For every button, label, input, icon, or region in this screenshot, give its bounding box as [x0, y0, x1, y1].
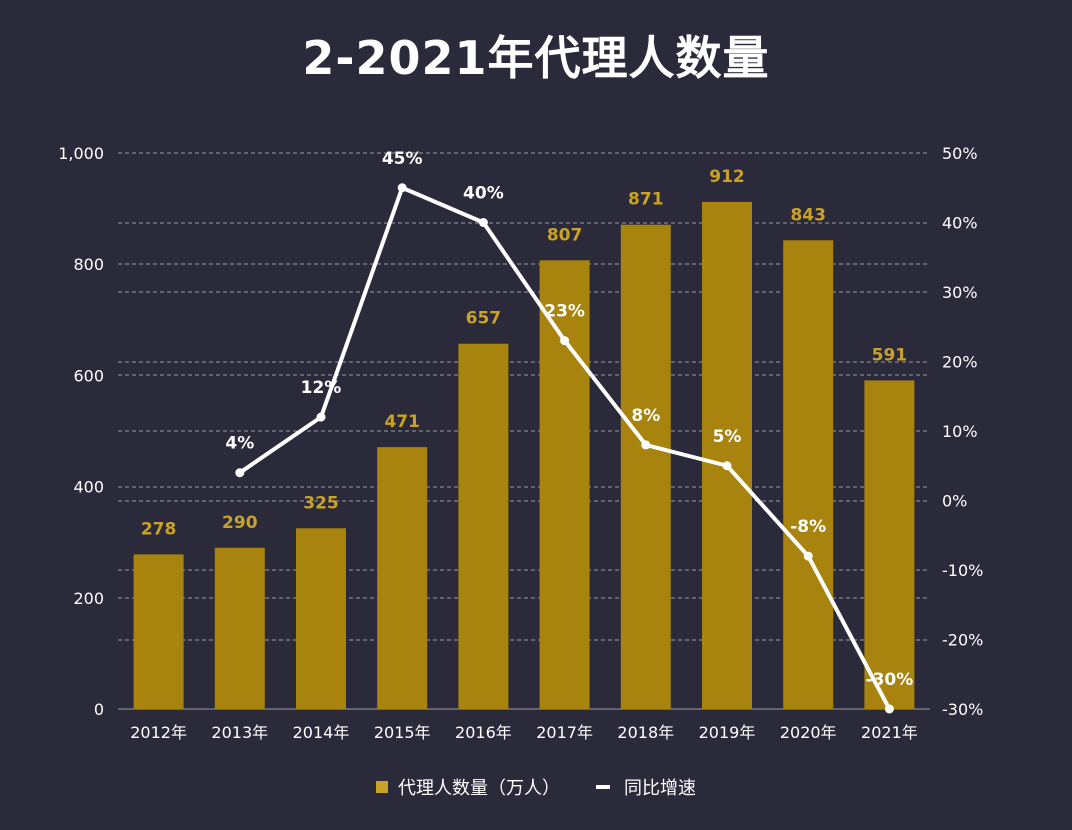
- legend-label-bar: 代理人数量（万人）: [398, 778, 560, 799]
- line-label: 12%: [301, 378, 342, 398]
- x-axis-tick: 2014年: [293, 723, 350, 742]
- legend-label-line: 同比增速: [624, 778, 696, 799]
- left-axis-tick: 1,000: [58, 144, 104, 163]
- x-axis-tick: 2016年: [455, 723, 512, 742]
- bar: [620, 224, 671, 709]
- bar-label: 807: [547, 225, 583, 245]
- bar-label: 657: [466, 309, 502, 329]
- bar-label: 843: [790, 205, 826, 225]
- line-point: [560, 336, 570, 346]
- x-axis-tick: 2012年: [130, 723, 187, 742]
- bar: [377, 447, 428, 709]
- bar-label: 290: [222, 513, 258, 533]
- x-axis-tick: 2017年: [536, 723, 593, 742]
- line-point: [641, 440, 651, 450]
- bar: [702, 201, 752, 710]
- right-axis-tick: 40%: [942, 214, 978, 233]
- left-axis-tick: 0: [94, 700, 104, 719]
- chart-title: 2-2021年代理人数量: [302, 31, 770, 85]
- x-axis-tick: 2015年: [374, 723, 431, 742]
- bar: [296, 528, 346, 709]
- line-point: [478, 218, 488, 227]
- bar-label: 591: [872, 345, 908, 365]
- x-axis-tick: 2013年: [211, 723, 268, 742]
- left-axis-tick: 200: [73, 589, 104, 608]
- bar-label: 871: [628, 190, 664, 210]
- left-axis-tick: 600: [73, 366, 104, 385]
- line-label: 45%: [382, 149, 423, 169]
- bar: [458, 343, 509, 709]
- right-axis-tick: 20%: [942, 353, 978, 372]
- x-axis-tick: 2020年: [780, 723, 837, 742]
- legend-swatch-line: [596, 785, 610, 789]
- line-label: 23%: [544, 302, 585, 322]
- bar-label: 278: [141, 519, 177, 539]
- bar: [864, 380, 915, 709]
- line-label: 5%: [713, 427, 742, 447]
- bar: [539, 260, 590, 709]
- x-axis-tick: 2019年: [699, 723, 756, 742]
- line-point: [316, 412, 326, 422]
- line-point: [722, 461, 732, 471]
- left-axis-tick: 400: [73, 478, 104, 497]
- bar: [214, 547, 265, 709]
- x-axis-tick: 2021年: [861, 723, 918, 742]
- bar-label: 325: [303, 493, 339, 513]
- right-axis-tick: -10%: [942, 561, 983, 580]
- line-label: -8%: [790, 517, 826, 537]
- right-axis-tick: 50%: [942, 144, 978, 163]
- bar-label: 471: [384, 412, 420, 432]
- legend-swatch-bar: [376, 781, 388, 793]
- right-axis-tick: 30%: [942, 283, 978, 302]
- line-label: 4%: [225, 434, 254, 454]
- right-axis-tick: -20%: [942, 631, 983, 650]
- left-axis-tick: 800: [73, 255, 104, 274]
- right-axis-tick: 10%: [942, 422, 978, 441]
- line-label: 40%: [463, 184, 504, 204]
- bar-label: 912: [709, 167, 745, 187]
- line-label: -30%: [866, 670, 914, 690]
- right-axis-tick: 0%: [942, 492, 967, 511]
- line-label: 8%: [631, 406, 660, 426]
- right-axis-tick: -30%: [942, 700, 983, 719]
- x-axis-tick: 2018年: [617, 723, 674, 742]
- line-point: [397, 183, 407, 193]
- line-point: [803, 551, 813, 561]
- line-point: [884, 704, 894, 714]
- legend: 代理人数量（万人） 同比增速: [0, 774, 1072, 800]
- bar: [133, 554, 184, 709]
- line-point: [235, 468, 245, 478]
- bar: [783, 240, 834, 710]
